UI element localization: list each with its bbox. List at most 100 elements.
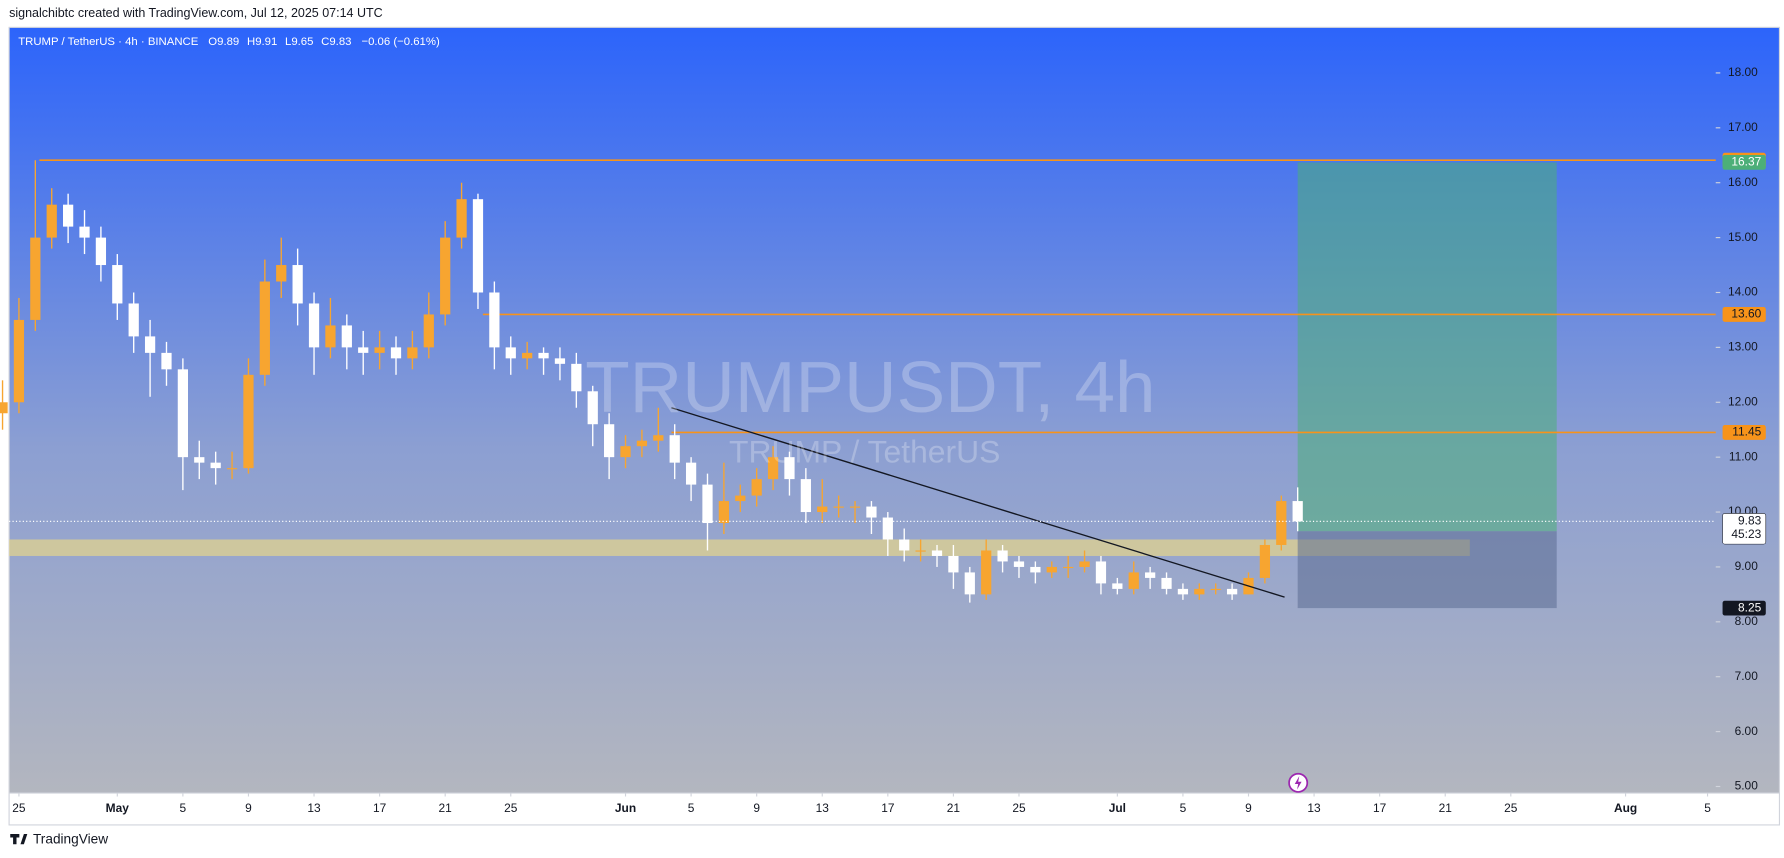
x-tick-label: 17 xyxy=(373,801,387,815)
candle-body xyxy=(259,281,270,375)
candle-body xyxy=(817,506,828,513)
candle-body xyxy=(440,237,451,315)
alert-icon[interactable] xyxy=(1288,772,1309,793)
countdown-label: 45:23 xyxy=(1731,527,1761,541)
candle-body xyxy=(128,303,139,337)
candle-body xyxy=(177,369,189,458)
candle-body xyxy=(735,495,746,502)
candle-body xyxy=(210,462,221,469)
legend-value: 9.91 xyxy=(255,36,277,48)
candle-body xyxy=(95,237,107,266)
candle-body xyxy=(489,292,500,348)
candle-body xyxy=(1095,561,1107,584)
candle-body xyxy=(0,402,8,414)
candle-body xyxy=(571,363,582,392)
candle-body xyxy=(522,352,533,359)
header: signalchibtc created with TradingView.co… xyxy=(9,6,383,20)
candle-body xyxy=(981,550,992,595)
x-tick-label: 21 xyxy=(439,801,453,815)
x-tick-label: 17 xyxy=(1373,801,1387,815)
candle-body xyxy=(112,265,123,304)
candle-body xyxy=(390,347,402,359)
x-tick-label: Jul xyxy=(1109,801,1126,815)
x-tick-label: 9 xyxy=(1245,801,1252,815)
candle-body xyxy=(1292,501,1303,522)
last-price-label: 9.83 xyxy=(1738,514,1762,528)
candle-body xyxy=(964,572,975,595)
watermark-subtitle: TRUMP / TetherUS xyxy=(729,433,1000,469)
y-tick-label: 13.00 xyxy=(1728,340,1758,354)
y-tick-label: 15.00 xyxy=(1728,230,1758,244)
candle-body xyxy=(308,303,320,348)
legend-change: −0.06 (−0.61%) xyxy=(361,36,440,48)
candle-body xyxy=(1145,572,1156,578)
legend-symbol: TRUMP / TetherUS · 4h · BINANCE xyxy=(18,36,199,48)
trendline xyxy=(671,407,1285,598)
x-tick-label: 25 xyxy=(504,801,518,815)
legend-key: H xyxy=(247,36,255,48)
candle-body xyxy=(276,265,287,282)
x-tick-label: 5 xyxy=(180,801,187,815)
x-tick-label: Aug xyxy=(1614,801,1637,815)
y-tick-label: 11.00 xyxy=(1729,449,1758,463)
candle-body xyxy=(751,479,762,496)
y-tick-label: 18.00 xyxy=(1728,65,1758,79)
candle-body xyxy=(161,352,172,370)
candle-body xyxy=(1112,583,1123,589)
x-tick-label: 5 xyxy=(1180,801,1187,815)
time-axis xyxy=(9,793,1780,825)
y-tick-label: 16.00 xyxy=(1728,175,1758,189)
candle-body xyxy=(1177,588,1189,595)
candle-body xyxy=(1063,566,1074,569)
candle-body xyxy=(325,325,336,348)
y-tick-label: 5.00 xyxy=(1735,779,1759,793)
x-tick-label: 25 xyxy=(12,801,26,815)
candle-body xyxy=(833,506,844,508)
y-tick-label: 7.00 xyxy=(1735,669,1759,683)
stop-zone xyxy=(1297,531,1557,609)
candle-body xyxy=(587,391,598,425)
stop-label-bg xyxy=(1722,600,1766,616)
candle-body xyxy=(13,319,25,403)
x-tick-label: Jun xyxy=(615,801,636,815)
x-tick-label: 9 xyxy=(245,801,252,815)
x-tick-label: 5 xyxy=(1704,801,1711,815)
watermark: TRUMPUSDT, 4h xyxy=(585,347,1155,428)
candle-body xyxy=(505,347,516,359)
legend-key: C xyxy=(321,36,329,48)
x-tick-label: 21 xyxy=(1439,801,1453,815)
candle-body xyxy=(374,347,385,353)
level-label-bg xyxy=(1722,425,1766,440)
candle-body xyxy=(685,462,697,485)
candle-body xyxy=(604,424,615,458)
candle-body xyxy=(1079,561,1090,567)
candle-body xyxy=(194,457,205,463)
candle-body xyxy=(1276,501,1287,545)
series-layer xyxy=(0,72,1721,788)
x-tick-label: 13 xyxy=(307,801,321,815)
stop-label: 8.25 xyxy=(1738,600,1762,614)
candle-body xyxy=(1161,577,1172,589)
candle-body xyxy=(915,550,926,552)
candle-body xyxy=(144,336,156,353)
y-tick-label: 17.00 xyxy=(1728,120,1758,134)
legend-key: O xyxy=(208,36,217,48)
candle-body xyxy=(1210,588,1221,591)
candle-body xyxy=(620,446,631,458)
target-zone xyxy=(1297,162,1557,532)
y-tick-label: 8.00 xyxy=(1735,614,1759,628)
x-tick-label: 9 xyxy=(753,801,760,815)
y-tick-label: 12.00 xyxy=(1728,394,1758,408)
candle-body xyxy=(800,479,811,513)
candle-body xyxy=(1013,561,1025,567)
x-tick-label: 21 xyxy=(947,801,961,815)
candle-body xyxy=(1046,566,1057,573)
x-tick-label: 13 xyxy=(816,801,830,815)
legend-key: L xyxy=(285,36,291,48)
candle-body xyxy=(226,468,238,470)
candle-body xyxy=(767,457,779,480)
target-label-bg xyxy=(1722,155,1766,170)
legend-value: 9.83 xyxy=(329,36,351,48)
